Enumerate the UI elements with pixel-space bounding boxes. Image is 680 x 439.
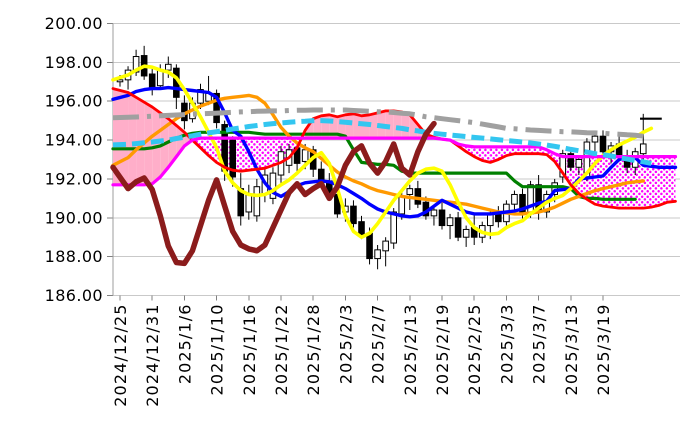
candle [438,200,446,230]
x-axis-label: 2025/2/13 [401,304,420,396]
ma-cyan-dashed [112,118,652,166]
kijun-green [111,130,637,201]
cloud-bear-segment [667,156,676,203]
x-axis-label: 2025/3/13 [562,304,581,396]
cloud-bear-segment [594,156,603,207]
candle [414,180,422,209]
candle [148,68,156,96]
candle [454,211,462,242]
ichimoku-cloud [113,88,676,209]
candle [575,155,583,176]
x-axis-label: 2025/1/16 [240,304,259,396]
cloud-bear-segment [514,146,523,154]
cloud-bull-segment [128,92,137,185]
cloud-bear-segment [530,146,539,154]
ma-orange-line [111,93,645,216]
ma-cyan-dashed-line [112,118,652,166]
x-axis-label: 2025/2/7 [369,304,388,385]
cloud-bear-segment [256,138,265,170]
y-axis-label: 196.00 [45,92,103,111]
x-axis-labels: 2024/12/25 2024/12/31 2025/1/6 2025/1/10 202… [111,304,613,407]
x-axis-label: 2024/12/31 [143,304,162,407]
y-axis-label: 186.00 [45,286,103,305]
candle [639,113,647,162]
candle [511,190,518,212]
x-axis-label: 2025/2/3 [336,304,355,385]
cloud-bull-segment [144,102,153,185]
x-axis-label: 2025/3/3 [497,304,516,385]
candle [462,225,470,247]
x-axis-label: 2025/3/19 [594,304,613,396]
y-axis-label: 194.00 [45,131,103,150]
candle [253,178,261,222]
cloud-bear-segment [651,156,660,208]
cloud-bear-segment [482,146,491,163]
ma-gray-dashdot-line [112,107,644,139]
x-axis-label: 2025/1/28 [304,304,323,396]
x-axis-label: 2024/12/25 [111,304,130,407]
candle [495,206,502,228]
cloud-bull-segment [168,118,177,168]
senkou-b-magenta [111,136,678,187]
cloud-bear-segment [264,138,273,169]
candle [245,184,253,220]
y-axis-label: 192.00 [45,169,103,188]
cloud-bull-segment [369,112,378,139]
y-axis-label: 190.00 [45,208,103,227]
kijun-green-line [111,130,637,201]
cloud-bull-segment [393,110,402,139]
senkou-b-magenta-line [111,136,678,187]
x-axis-label: 2025/1/6 [175,304,194,385]
candle [374,244,381,270]
cloud-bull-segment [353,113,362,139]
chikou-darkred [110,120,437,267]
cloud-bull-segment [345,113,354,139]
ma-gray-dashdot [112,107,644,139]
y-axis-label: 200.00 [45,14,103,33]
x-axis-label: 2025/1/10 [208,304,227,396]
x-axis-label: 2025/2/19 [433,304,452,396]
y-axis-label: 188.00 [45,247,103,266]
cloud-bull-segment [313,115,322,139]
cloud-bear-segment [522,146,531,154]
candle [140,45,148,80]
candle [430,206,438,226]
candle [269,167,277,205]
ma-orange [111,93,645,216]
cloud-bear-segment [611,156,620,209]
candle [382,237,389,267]
candle [446,213,454,240]
candle [350,200,357,228]
chikou-darkred-line [110,120,437,267]
candle [165,56,172,78]
candle [124,66,132,90]
x-axis-label: 2025/3/7 [530,304,549,385]
candle [599,130,607,156]
y-axis-labels: 200.00 198.00 196.00 194.00 192.00 190.00 188.… [45,14,103,305]
cloud-bear-segment [659,156,668,206]
x-axis-label: 2025/1/22 [272,304,291,396]
cloud-bear-segment [643,156,652,209]
cloud-bull-segment [176,125,185,157]
y-axis-label: 198.00 [45,53,103,72]
candle [229,136,236,187]
x-axis-label: 2025/2/25 [465,304,484,396]
cloud-bear-segment [200,138,209,156]
cloud-bear-segment [490,146,499,163]
